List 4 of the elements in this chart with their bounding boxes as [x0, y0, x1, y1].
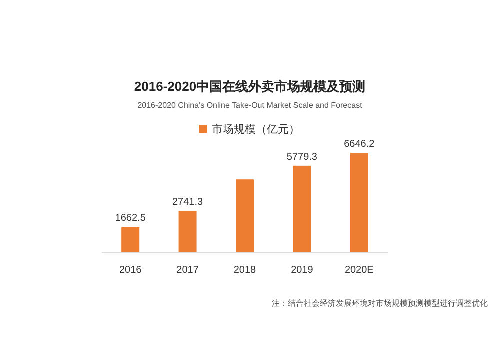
legend-text: 市场规模（亿元）	[212, 124, 300, 136]
title: 2016-2020中国在线外卖市场规模及预测	[134, 79, 366, 94]
annotation: 注：结合社会经济发展环境对市场规模预测模型进行调整优化	[272, 299, 488, 308]
subtitle: 2016-2020 China's Online Take-Out Market Scale and Forecast	[138, 101, 362, 110]
